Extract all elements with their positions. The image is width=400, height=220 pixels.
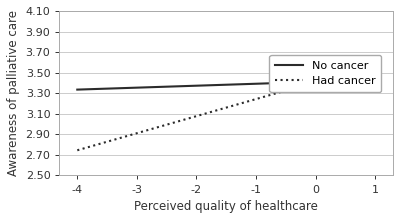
Legend: No cancer, Had cancer: No cancer, Had cancer (270, 55, 381, 92)
Y-axis label: Awareness of palliative care: Awareness of palliative care (7, 10, 20, 176)
X-axis label: Perceived quality of healthcare: Perceived quality of healthcare (134, 200, 318, 213)
